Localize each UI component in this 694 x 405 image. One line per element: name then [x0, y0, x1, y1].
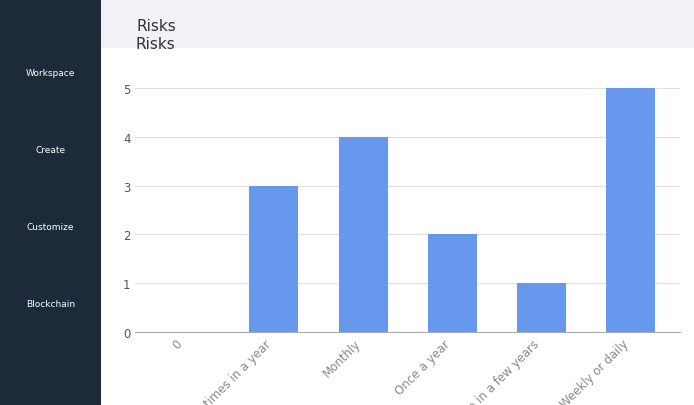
- Text: Customize: Customize: [26, 222, 74, 231]
- Text: Workspace: Workspace: [26, 68, 75, 77]
- Text: Create: Create: [35, 145, 65, 154]
- Bar: [428, 235, 477, 332]
- Bar: [607, 89, 655, 332]
- Bar: [517, 284, 566, 332]
- Text: Blockchain: Blockchain: [26, 299, 75, 308]
- Text: Risks: Risks: [135, 36, 175, 51]
- Bar: [339, 138, 388, 332]
- Text: Risks: Risks: [136, 19, 176, 34]
- Bar: [249, 186, 298, 332]
